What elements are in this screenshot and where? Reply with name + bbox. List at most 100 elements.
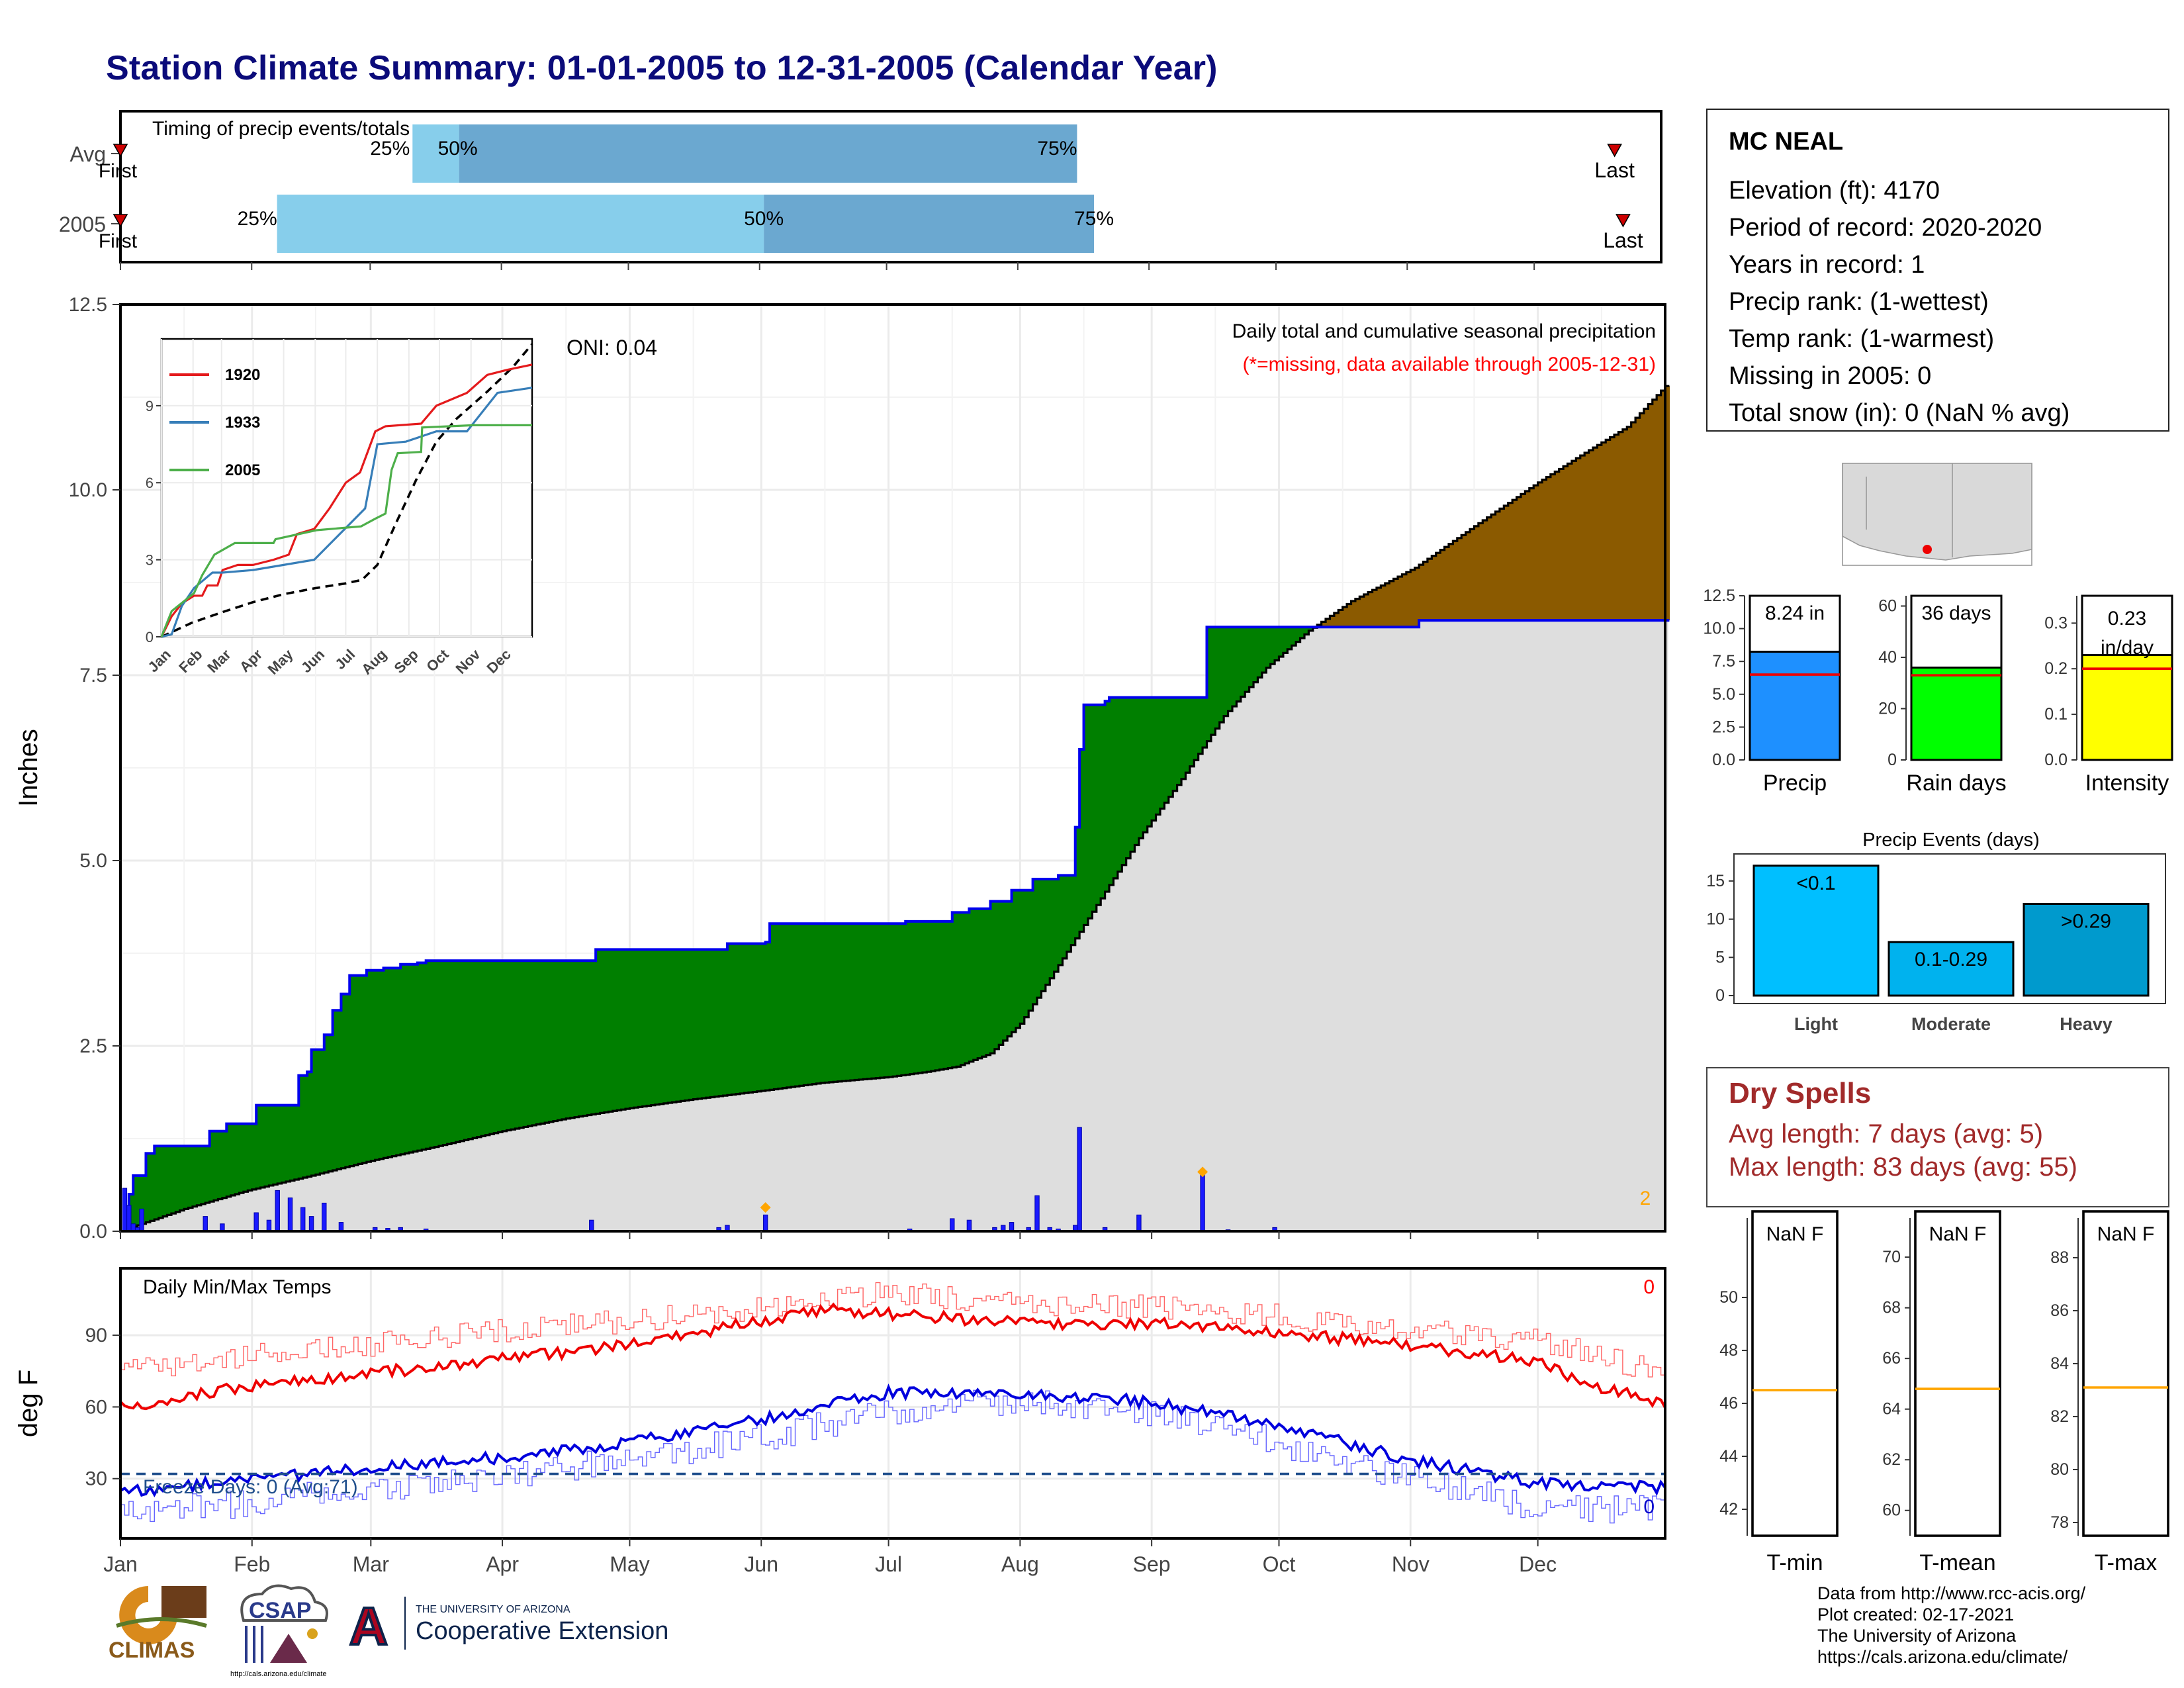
temps-y-tick-label: 90 bbox=[85, 1325, 107, 1346]
temps-tmin-daily bbox=[120, 1389, 1666, 1524]
timing-pct-label: 75% bbox=[1037, 138, 1077, 160]
station-elevation: Elevation (ft): 4170 bbox=[1729, 177, 1940, 205]
temp-bar-y-tick-label: 82 bbox=[2050, 1407, 2069, 1426]
precip-daily-bar bbox=[950, 1218, 955, 1232]
inset-legend-label: 1933 bbox=[225, 414, 260, 432]
summary-bar-value-label: 0.23 bbox=[2108, 608, 2146, 630]
summary-bar-y-tick-label: 0 bbox=[1888, 751, 1897, 769]
timing-first-label: First bbox=[99, 160, 138, 182]
dry-spells-max: Max length: 83 days (avg: 55) bbox=[1729, 1153, 2077, 1182]
station-temp-rank: Temp rank: (1-warmest) bbox=[1729, 326, 1995, 353]
temps-month-label: Sep bbox=[1133, 1552, 1171, 1576]
temps-month-label: May bbox=[610, 1552, 649, 1576]
credits: Data from http://www.rcc-acis.org/ Plot … bbox=[1817, 1583, 2085, 1668]
temp-bar-y-tick-label: 42 bbox=[1719, 1500, 1738, 1519]
precip-observed-line bbox=[120, 619, 1670, 1233]
temp-bar-y-tick-label: 44 bbox=[1719, 1447, 1738, 1466]
timing-pct-label: 50% bbox=[438, 138, 478, 160]
precip-daily-bar bbox=[122, 1188, 128, 1232]
precip-events-bar bbox=[1752, 865, 1880, 997]
precip-daily-bar bbox=[266, 1219, 272, 1232]
summary-bar-value bbox=[2081, 654, 2173, 761]
precip-events-y-tick-label: 10 bbox=[1706, 910, 1725, 929]
summary-bar-y-tick-label: 60 bbox=[1878, 597, 1897, 616]
locator-map-land bbox=[1842, 463, 2032, 561]
precip-missing-marker bbox=[1197, 1166, 1208, 1178]
precip-daily-bar bbox=[966, 1219, 972, 1232]
temps-month-label: Aug bbox=[1001, 1552, 1039, 1576]
temp-bar-frame bbox=[1914, 1210, 2001, 1537]
dry-spells-box: Dry Spells Avg length: 7 days (avg: 5) M… bbox=[1706, 1067, 2169, 1207]
inset-series-line bbox=[160, 424, 532, 637]
precip-daily-bar bbox=[308, 1216, 314, 1232]
temps-panel-bg bbox=[120, 1268, 1665, 1538]
timing-bar-25-50 bbox=[412, 124, 459, 183]
station-precip-rank: Precip rank: (1-wettest) bbox=[1729, 289, 1989, 316]
temp-bar-y-tick-label: 60 bbox=[1882, 1501, 1901, 1520]
precip-daily-bar bbox=[275, 1190, 280, 1232]
inset-legend-label: 2005 bbox=[225, 461, 260, 479]
precip-surplus-area bbox=[128, 627, 1318, 1229]
ua-letter: A bbox=[349, 1597, 388, 1656]
temps-chart-title: Daily Min/Max Temps bbox=[143, 1276, 332, 1298]
summary-bar-value-label: in/day bbox=[2101, 637, 2154, 659]
timing-row-label: Avg bbox=[69, 142, 106, 166]
temps-month-label: Nov bbox=[1392, 1552, 1430, 1576]
summary-bar-y-tick-label: 12.5 bbox=[1703, 586, 1735, 605]
summary-bar-category-label: Precip bbox=[1763, 771, 1827, 796]
timing-first-marker bbox=[113, 144, 128, 158]
temps-month-label: Jul bbox=[875, 1552, 902, 1576]
temps-freeze-label: Freeze Days: 0 (Avg:71) bbox=[143, 1476, 358, 1498]
csap-logo-url: http://cals.arizona.edu/climate bbox=[230, 1670, 327, 1678]
temp-bar-y-tick-label: 86 bbox=[2050, 1301, 2069, 1320]
timing-title: Timing of precip events/totals bbox=[152, 118, 410, 140]
summary-bar-y-tick-label: 5.0 bbox=[1712, 685, 1735, 704]
precip-events-category-label: Moderate bbox=[1911, 1014, 1991, 1034]
precip-chart-title: Daily total and cumulative seasonal prec… bbox=[1232, 320, 1656, 342]
dry-spells-avg: Avg length: 7 days (avg: 5) bbox=[1729, 1120, 2044, 1149]
credit-url: https://cals.arizona.edu/climate/ bbox=[1817, 1647, 2068, 1667]
temps-panel-frame bbox=[119, 1267, 1666, 1540]
credit-university: The University of Arizona bbox=[1817, 1626, 2017, 1646]
ua-logo: A THE UNIVERSITY OF ARIZONA Cooperative … bbox=[348, 1595, 668, 1657]
climas-logo-text: CLIMAS bbox=[109, 1638, 195, 1663]
station-missing: Missing in 2005: 0 bbox=[1729, 363, 1932, 391]
precip-y-axis-label: Inches bbox=[14, 729, 43, 807]
temp-bar-y-tick-label: 78 bbox=[2050, 1513, 2069, 1532]
temps-month-label: Apr bbox=[486, 1552, 519, 1576]
temp-bar-y-tick-label: 64 bbox=[1882, 1400, 1901, 1419]
precip-events-bar-label: <0.1 bbox=[1796, 872, 1835, 894]
temp-bar-y-tick-label: 68 bbox=[1882, 1299, 1901, 1317]
timing-pct-label: 75% bbox=[1074, 208, 1114, 230]
timing-bar-50-75 bbox=[459, 124, 1077, 183]
station-info-box: MC NEAL Elevation (ft): 4170 Period of r… bbox=[1706, 109, 2169, 432]
locator-map-station-dot bbox=[1923, 545, 1932, 554]
precip-normal-line bbox=[120, 385, 1670, 1233]
precip-y-tick-label: 12.5 bbox=[69, 294, 107, 316]
inset-series-line bbox=[160, 363, 533, 637]
temp-bar-y-tick-label: 88 bbox=[2050, 1248, 2069, 1267]
precip-daily-bar bbox=[589, 1219, 594, 1232]
timing-row-label: 2005 bbox=[59, 212, 106, 236]
summary-bar-value-label: 8.24 in bbox=[1765, 602, 1825, 624]
temp-bar-value-label: NaN F bbox=[1929, 1223, 1987, 1245]
temp-bar-value-label: NaN F bbox=[1766, 1223, 1824, 1245]
inset-y-tick-label: 0 bbox=[146, 629, 154, 645]
temps-y-tick-label: 60 bbox=[85, 1396, 107, 1418]
temp-bar-category-label: T-max bbox=[2095, 1550, 2157, 1575]
timing-first-label: First bbox=[99, 230, 138, 252]
temp-bar-y-tick-label: 48 bbox=[1719, 1341, 1738, 1360]
precip-daily-bar bbox=[762, 1214, 768, 1232]
logos: CLIMAS CSAP http://cals.arizona.edu/clim… bbox=[109, 1584, 668, 1678]
precip-missing-marker bbox=[760, 1202, 771, 1213]
summary-bar-value bbox=[1910, 667, 2003, 761]
temps-month-label: Jan bbox=[103, 1552, 138, 1576]
precip-chart-subtitle: (*=missing, data available through 2005-… bbox=[1242, 353, 1656, 375]
summary-bar-value-label: 36 days bbox=[1921, 602, 1991, 624]
timing-last-label: Last bbox=[1594, 158, 1635, 182]
inset-y-tick-label: 6 bbox=[146, 475, 154, 491]
temp-bar-y-tick-label: 50 bbox=[1719, 1288, 1738, 1307]
credit-plot-created: Plot created: 02-17-2021 bbox=[1817, 1605, 2015, 1624]
precip-panel-frame bbox=[119, 303, 1666, 1233]
